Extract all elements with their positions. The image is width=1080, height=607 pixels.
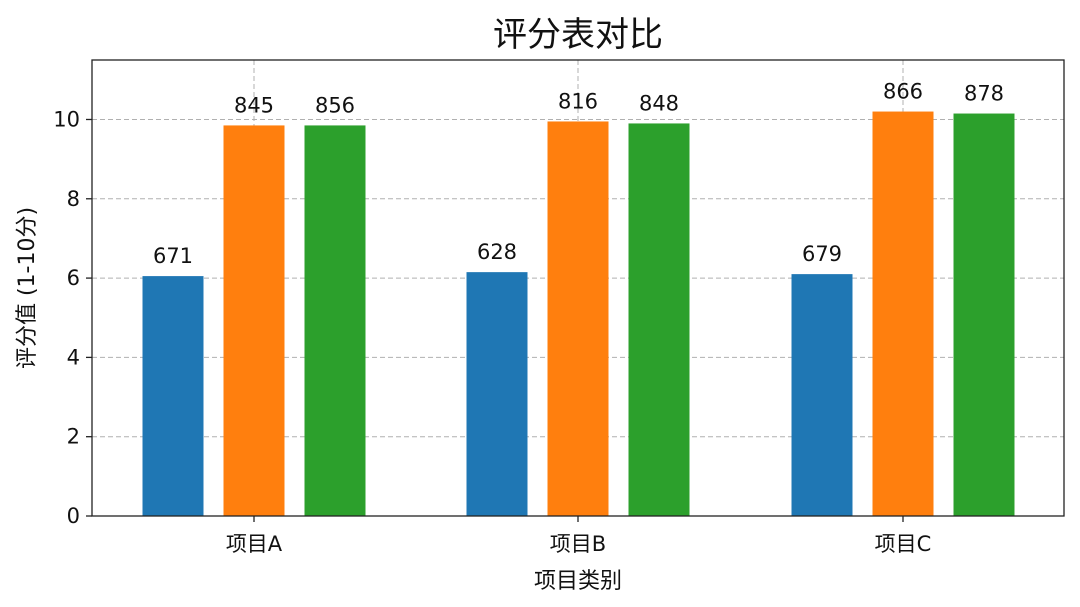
chart-title: 评分表对比: [493, 15, 663, 55]
bar-value-label: 848: [639, 91, 679, 115]
y-tick-label: 8: [67, 187, 80, 211]
bar-value-label: 866: [883, 80, 923, 104]
bar: [466, 272, 528, 516]
y-tick-label: 4: [67, 345, 80, 369]
watermark: 豆包AI生成: [943, 560, 1056, 586]
data-labels: 671 628 679 845 816 866 856 848 878: [153, 80, 1004, 269]
bar: [872, 111, 934, 517]
bar: [547, 121, 609, 516]
bar: [142, 276, 204, 516]
bar: [953, 113, 1015, 517]
y-tick-label: 10: [53, 107, 80, 131]
bar-value-label: 679: [802, 242, 842, 266]
y-axis-label: 评分值 (1-10分): [15, 207, 40, 369]
bar-value-label: 816: [558, 89, 598, 113]
y-ticks: 0 2 4 6 8 10: [53, 107, 92, 528]
bar: [628, 123, 690, 516]
bar-value-label: 671: [153, 244, 193, 268]
y-tick-label: 6: [67, 266, 80, 290]
bar: [791, 274, 853, 516]
bar-value-label: 856: [315, 93, 355, 117]
y-tick-label: 0: [67, 504, 80, 528]
bar-value-label: 878: [964, 82, 1004, 106]
bar: [304, 125, 366, 516]
y-tick-label: 2: [67, 425, 80, 449]
x-tick-label: 项目A: [226, 532, 283, 556]
x-ticks: 项目A 项目B 项目C: [226, 516, 932, 556]
x-tick-label: 项目B: [550, 532, 606, 556]
x-tick-label: 项目C: [875, 532, 932, 556]
bars: [142, 111, 1015, 517]
bar-value-label: 628: [477, 240, 517, 264]
bar-value-label: 845: [234, 93, 274, 117]
bar: [223, 125, 285, 516]
x-axis-label: 项目类别: [534, 569, 622, 594]
